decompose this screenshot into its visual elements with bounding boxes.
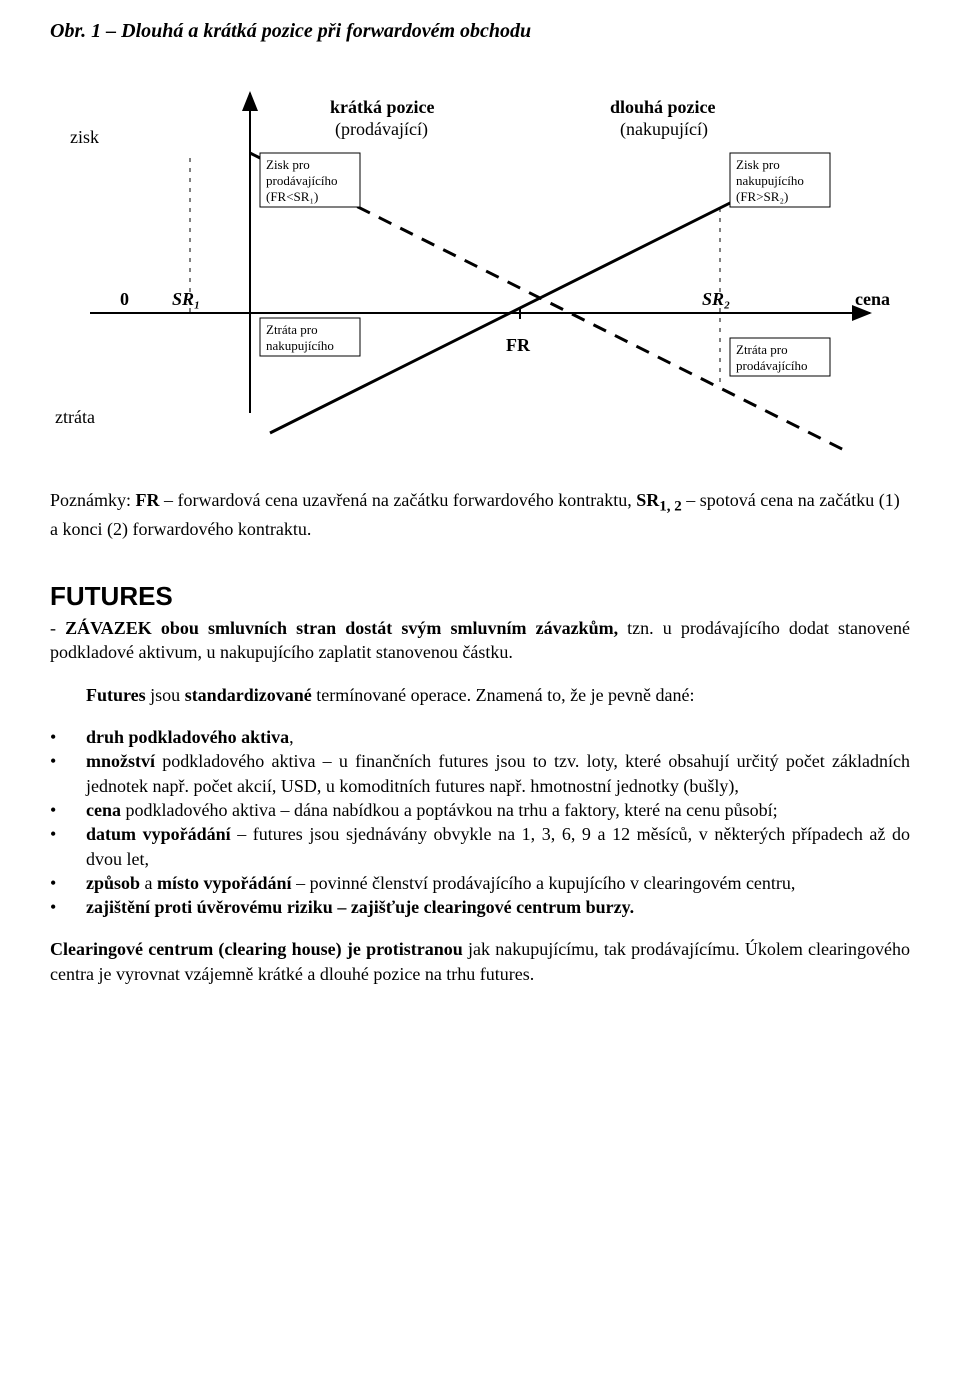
bullet-item: způsob a místo vypořádání – povinné člen… (50, 871, 910, 895)
p2-mid2: termínované operace. Znamená to, že je p… (316, 685, 694, 705)
bullet-item: datum vypořádání – futures jsou sjednává… (50, 822, 910, 871)
label-sr1: SR₁ (172, 289, 200, 309)
figure-notes: Poznámky: FR – forwardová cena uzavřená … (50, 488, 910, 541)
p3-bold: Clearingové centrum (clearing house) je … (50, 939, 468, 959)
notes-fr-text: – forwardová cena uzavřená na začátku fo… (160, 490, 637, 510)
p1-bold: ZÁVAZEK obou smluvních stran dostát svým… (65, 618, 618, 638)
bullet-bold: druh podkladového aktiva (86, 727, 289, 747)
futures-para-2: Futures jsou standardizované termínované… (50, 683, 910, 707)
futures-para-1: - ZÁVAZEK obou smluvních stran dostát sv… (50, 616, 910, 665)
p2-mid1: jsou (146, 685, 185, 705)
box-seller-profit-l2: prodávajícího (266, 173, 337, 188)
label-sr2: SR₂ (702, 289, 730, 309)
label-zisk: zisk (70, 127, 99, 147)
bullet-item: zajištění proti úvěrovému riziku – zajiš… (50, 895, 910, 919)
forward-payoff-chart: zisk ztráta krátká pozice(prodávající) dlou… (50, 53, 910, 458)
box-buyer-loss-l2: nakupujícího (266, 338, 334, 353)
p1-prefix: - (50, 618, 65, 638)
label-long-sub: (nakupující) (620, 119, 708, 140)
bullet-rest: podkladového aktiva – u finančních futur… (86, 751, 910, 795)
bullet-bold: způsob (86, 873, 145, 893)
bullet-mid: a (145, 873, 153, 893)
notes-fr-bold: FR (136, 490, 160, 510)
bullet-bold: zajištění proti úvěrovému riziku – zajiš… (86, 897, 634, 917)
label-short-head: krátká pozice (330, 97, 434, 117)
box-seller-profit-l3: (FR<SR₁) (266, 189, 318, 204)
label-cena: cena (855, 289, 890, 309)
notes-sr-bold: SR (636, 490, 659, 510)
futures-heading: FUTURES (50, 581, 910, 612)
label-ztrata: ztráta (55, 407, 95, 427)
bullet-rest: podkladového aktiva – dána nabídkou a po… (126, 800, 778, 820)
p2-b1: Futures (86, 685, 146, 705)
bullet-rest: , (289, 727, 294, 747)
bullet-item: množství podkladového aktiva – u finančn… (50, 749, 910, 798)
bullet-bold: cena (86, 800, 126, 820)
box-seller-profit-l1: Zisk pro (266, 157, 310, 172)
label-long-head: dlouhá pozice (610, 97, 716, 117)
box-buyer-loss-l1: Ztráta pro (266, 322, 318, 337)
bullet-item: druh podkladového aktiva, (50, 725, 910, 749)
bullet-bold: množství (86, 751, 162, 771)
box-seller-loss-l1: Ztráta pro (736, 342, 788, 357)
p2-b2: standardizované (185, 685, 317, 705)
futures-para-3: Clearingové centrum (clearing house) je … (50, 937, 910, 986)
figure-title: Obr. 1 – Dlouhá a krátká pozice při forw… (50, 20, 910, 43)
box-seller-loss-l2: prodávajícího (736, 358, 807, 373)
label-fr: FR (506, 335, 531, 355)
label-zero: 0 (120, 289, 129, 309)
bullet-bold: datum vypořádání (86, 824, 237, 844)
box-buyer-profit-l1: Zisk pro (736, 157, 780, 172)
futures-bullets: druh podkladového aktiva,množství podkla… (50, 725, 910, 919)
box-buyer-profit-l3: (FR>SR₂) (736, 189, 788, 204)
notes-sr-sub: 1, 2 (659, 499, 682, 515)
box-buyer-profit-l2: nakupujícího (736, 173, 804, 188)
label-short-sub: (prodávající) (335, 119, 428, 140)
bullet-rest: – povinné členství prodávajícího a kupuj… (296, 873, 795, 893)
page: Obr. 1 – Dlouhá a krátká pozice při forw… (0, 0, 960, 1044)
chart-svg: zisk ztráta krátká pozice(prodávající) dlou… (50, 53, 910, 453)
notes-prefix: Poznámky: (50, 490, 136, 510)
bullet-item: cena podkladového aktiva – dána nabídkou… (50, 798, 910, 822)
bullet-bold2: místo vypořádání (153, 873, 297, 893)
